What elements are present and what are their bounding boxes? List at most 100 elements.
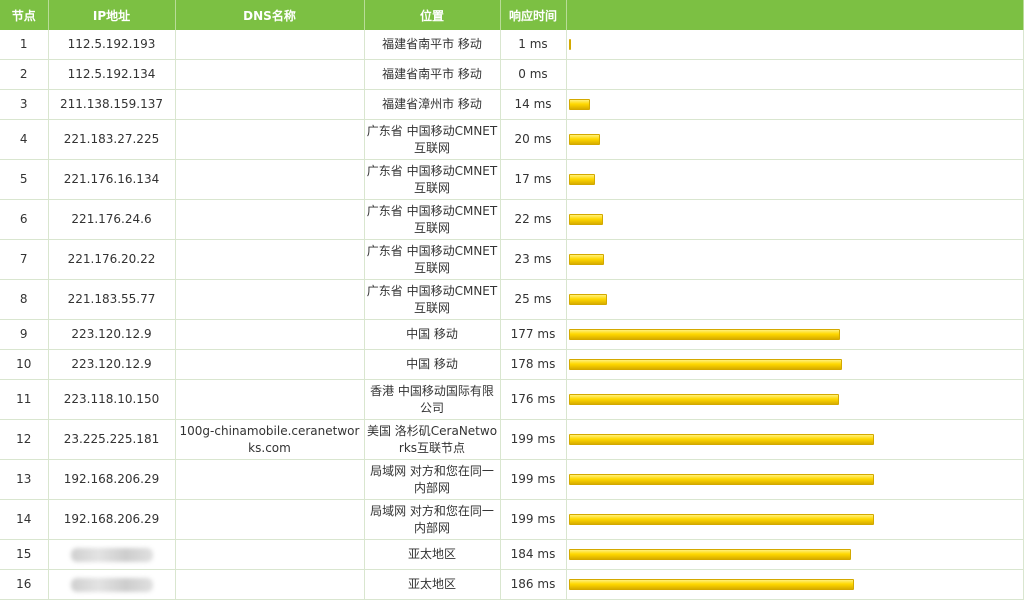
latency-bar xyxy=(568,329,840,340)
table-row: 13 192.168.206.29 局域网 对方和您在同一内部网 199 ms xyxy=(0,459,1024,500)
header-location: 位置 xyxy=(364,0,501,30)
table-row: 3 211.138.159.137 福建省漳州市 移动 14 ms xyxy=(0,89,1024,120)
latency-bar-cell xyxy=(566,119,1024,160)
node-cell: 1 xyxy=(0,30,49,60)
location-cell: 局域网 对方和您在同一内部网 xyxy=(364,459,501,500)
dns-cell xyxy=(175,239,365,280)
table-row: 9 223.120.12.9 中国 移动 177 ms xyxy=(0,319,1024,350)
ip-text: 23.225.225.181 xyxy=(63,432,160,446)
latency-bar-cell xyxy=(566,239,1024,280)
ip-cell: 223.118.10.150 xyxy=(48,379,176,420)
time-cell: 199 ms xyxy=(500,419,567,460)
node-cell: 7 xyxy=(0,239,49,280)
latency-bar-cell xyxy=(566,59,1024,90)
latency-bar-cell xyxy=(566,159,1024,200)
time-cell: 184 ms xyxy=(500,539,567,570)
location-cell: 局域网 对方和您在同一内部网 xyxy=(364,499,501,540)
dns-cell xyxy=(175,30,365,60)
ip-cell: 112.5.192.134 xyxy=(48,59,176,90)
ip-text: 223.120.12.9 xyxy=(71,327,152,341)
node-cell: 2 xyxy=(0,59,49,90)
node-cell: 3 xyxy=(0,89,49,120)
dns-cell: 100g-chinamobile.ceranetworks.com xyxy=(175,419,365,460)
dns-cell xyxy=(175,89,365,120)
ip-text: 112.5.192.193 xyxy=(67,37,156,51)
node-cell: 16 xyxy=(0,569,49,600)
dns-cell xyxy=(175,379,365,420)
node-cell: 10 xyxy=(0,349,49,380)
dns-cell xyxy=(175,459,365,500)
latency-bar-cell xyxy=(566,539,1024,570)
table-row: 11 223.118.10.150 香港 中国移动国际有限公司 176 ms xyxy=(0,379,1024,420)
time-cell: 199 ms xyxy=(500,499,567,540)
time-cell: 17 ms xyxy=(500,159,567,200)
ip-cell: 221.183.27.225 xyxy=(48,119,176,160)
node-cell: 14 xyxy=(0,499,49,540)
node-cell: 15 xyxy=(0,539,49,570)
latency-bar xyxy=(568,579,854,590)
table-row: 12 23.225.225.181 100g-chinamobile.ceranet… xyxy=(0,419,1024,460)
time-cell: 178 ms xyxy=(500,349,567,380)
ip-text: 192.168.206.29 xyxy=(63,472,160,486)
table-row: 15 亚太地区 184 ms xyxy=(0,539,1024,570)
header-latency-bar xyxy=(566,0,1024,30)
latency-bar-cell xyxy=(566,319,1024,350)
latency-bar xyxy=(568,254,604,265)
node-cell: 9 xyxy=(0,319,49,350)
node-cell: 12 xyxy=(0,419,49,460)
ip-text: 221.176.20.22 xyxy=(67,252,156,266)
node-cell: 5 xyxy=(0,159,49,200)
time-cell: 22 ms xyxy=(500,199,567,240)
time-cell: 20 ms xyxy=(500,119,567,160)
node-cell: 13 xyxy=(0,459,49,500)
ip-cell xyxy=(48,539,176,570)
location-cell: 广东省 中国移动CMNET互联网 xyxy=(364,279,501,320)
header-node: 节点 xyxy=(0,0,49,30)
table-row: 14 192.168.206.29 局域网 对方和您在同一内部网 199 ms xyxy=(0,499,1024,540)
table-header-row: 节点 IP地址 DNS名称 位置 响应时间 xyxy=(0,0,1024,30)
dns-cell xyxy=(175,349,365,380)
time-cell: 0 ms xyxy=(500,59,567,90)
latency-bar xyxy=(568,214,603,225)
time-cell: 23 ms xyxy=(500,239,567,280)
header-response-time: 响应时间 xyxy=(500,0,567,30)
ip-cell: 112.5.192.193 xyxy=(48,30,176,60)
table-row: 5 221.176.16.134 广东省 中国移动CMNET互联网 17 ms xyxy=(0,159,1024,200)
location-cell: 亚太地区 xyxy=(364,539,501,570)
latency-bar xyxy=(568,134,600,145)
location-cell: 中国 移动 xyxy=(364,319,501,350)
latency-bar xyxy=(568,434,874,445)
time-cell: 14 ms xyxy=(500,89,567,120)
ip-text: 192.168.206.29 xyxy=(63,512,160,526)
table-row: 4 221.183.27.225 广东省 中国移动CMNET互联网 20 ms xyxy=(0,119,1024,160)
latency-bar xyxy=(568,294,607,305)
node-cell: 6 xyxy=(0,199,49,240)
latency-bar-cell xyxy=(566,569,1024,600)
ip-text: 221.176.16.134 xyxy=(63,172,160,186)
location-cell: 福建省南平市 移动 xyxy=(364,59,501,90)
location-cell: 香港 中国移动国际有限公司 xyxy=(364,379,501,420)
latency-bar-cell xyxy=(566,279,1024,320)
table-row: 1 112.5.192.193 福建省南平市 移动 1 ms xyxy=(0,30,1024,60)
location-cell: 广东省 中国移动CMNET互联网 xyxy=(364,159,501,200)
dns-cell xyxy=(175,569,365,600)
dns-cell xyxy=(175,279,365,320)
table-row: 16 亚太地区 186 ms xyxy=(0,569,1024,600)
header-ip: IP地址 xyxy=(48,0,176,30)
location-cell: 福建省南平市 移动 xyxy=(364,30,501,60)
ip-text: 211.138.159.137 xyxy=(59,97,164,111)
ip-text: 221.183.27.225 xyxy=(63,132,160,146)
ip-cell xyxy=(48,569,176,600)
latency-bar-cell xyxy=(566,89,1024,120)
blurred-ip xyxy=(70,547,153,562)
header-dns: DNS名称 xyxy=(175,0,365,30)
ip-cell: 192.168.206.29 xyxy=(48,499,176,540)
ip-cell: 223.120.12.9 xyxy=(48,349,176,380)
table-body: 1 112.5.192.193 福建省南平市 移动 1 ms 2 112.5.192.13… xyxy=(0,30,1024,600)
location-cell: 广东省 中国移动CMNET互联网 xyxy=(364,199,501,240)
table-row: 8 221.183.55.77 广东省 中国移动CMNET互联网 25 ms xyxy=(0,279,1024,320)
ip-text: 221.176.24.6 xyxy=(71,212,152,226)
latency-bar-cell xyxy=(566,499,1024,540)
blurred-ip xyxy=(70,577,153,592)
